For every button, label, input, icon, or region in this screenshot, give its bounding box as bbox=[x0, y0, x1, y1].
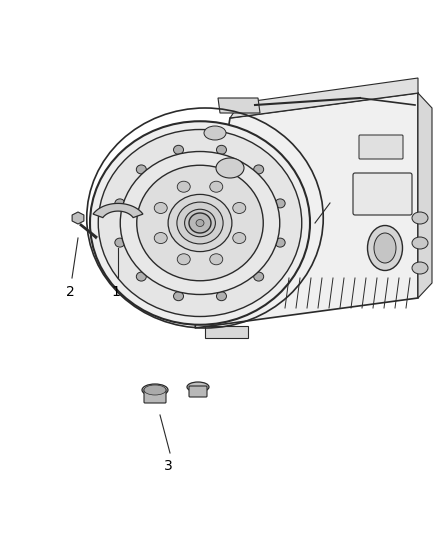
FancyBboxPatch shape bbox=[189, 386, 207, 397]
Ellipse shape bbox=[173, 292, 184, 301]
Ellipse shape bbox=[168, 195, 232, 252]
Ellipse shape bbox=[254, 165, 264, 174]
Text: 3: 3 bbox=[164, 459, 173, 473]
Ellipse shape bbox=[196, 220, 204, 227]
Ellipse shape bbox=[374, 233, 396, 263]
Ellipse shape bbox=[187, 382, 209, 392]
Ellipse shape bbox=[137, 165, 263, 281]
Polygon shape bbox=[93, 204, 143, 217]
Ellipse shape bbox=[412, 212, 428, 224]
Ellipse shape bbox=[142, 384, 168, 396]
Polygon shape bbox=[230, 78, 418, 118]
Ellipse shape bbox=[144, 385, 166, 395]
Ellipse shape bbox=[136, 165, 146, 174]
Ellipse shape bbox=[367, 225, 403, 271]
Ellipse shape bbox=[136, 272, 146, 281]
Polygon shape bbox=[418, 93, 432, 298]
Ellipse shape bbox=[233, 232, 246, 244]
Ellipse shape bbox=[154, 203, 167, 214]
Ellipse shape bbox=[154, 232, 167, 244]
Ellipse shape bbox=[173, 146, 184, 155]
FancyBboxPatch shape bbox=[353, 173, 412, 215]
Polygon shape bbox=[195, 93, 418, 328]
Text: 2: 2 bbox=[66, 285, 74, 299]
Polygon shape bbox=[72, 212, 84, 224]
Ellipse shape bbox=[275, 238, 285, 247]
Ellipse shape bbox=[115, 238, 125, 247]
FancyBboxPatch shape bbox=[359, 135, 403, 159]
Ellipse shape bbox=[233, 203, 246, 214]
Ellipse shape bbox=[120, 151, 280, 295]
Ellipse shape bbox=[115, 199, 125, 208]
Ellipse shape bbox=[189, 213, 211, 233]
Ellipse shape bbox=[204, 126, 226, 140]
Ellipse shape bbox=[177, 202, 223, 244]
Ellipse shape bbox=[184, 209, 215, 237]
Ellipse shape bbox=[177, 181, 190, 192]
Ellipse shape bbox=[254, 272, 264, 281]
Polygon shape bbox=[218, 98, 260, 113]
Polygon shape bbox=[205, 326, 248, 338]
Ellipse shape bbox=[177, 254, 190, 265]
Ellipse shape bbox=[412, 262, 428, 274]
Ellipse shape bbox=[210, 254, 223, 265]
Ellipse shape bbox=[412, 237, 428, 249]
Ellipse shape bbox=[216, 292, 226, 301]
Ellipse shape bbox=[216, 158, 244, 178]
Ellipse shape bbox=[210, 181, 223, 192]
Ellipse shape bbox=[98, 130, 302, 317]
FancyBboxPatch shape bbox=[144, 389, 166, 403]
Ellipse shape bbox=[90, 121, 310, 325]
Ellipse shape bbox=[216, 146, 226, 155]
Text: 1: 1 bbox=[112, 285, 120, 299]
Ellipse shape bbox=[275, 199, 285, 208]
